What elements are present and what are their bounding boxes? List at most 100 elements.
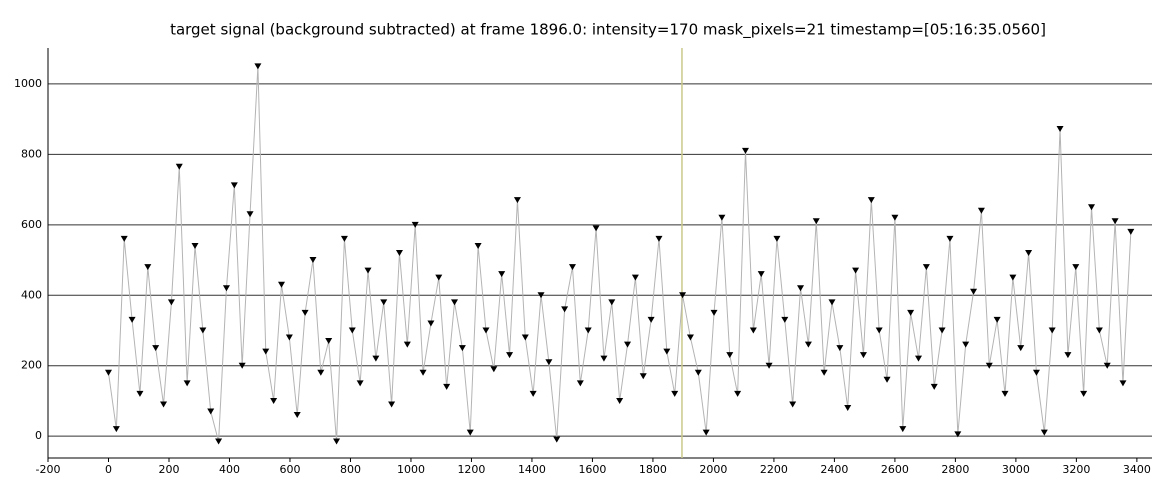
data-point [1064, 352, 1072, 359]
x-tick-label: 0 [105, 463, 112, 476]
data-point [356, 380, 364, 387]
data-point [561, 306, 569, 313]
data-point [238, 362, 246, 369]
data-point [521, 334, 529, 341]
y-tick-label: 200 [21, 359, 42, 372]
data-point [914, 355, 922, 362]
data-point [891, 214, 899, 221]
data-point [647, 316, 655, 323]
data-point [639, 373, 647, 380]
x-tick-label: 200 [158, 463, 179, 476]
x-tick-label: 1400 [518, 463, 546, 476]
data-point [458, 345, 466, 352]
data-point [608, 299, 616, 306]
data-point [859, 352, 867, 359]
data-point [285, 334, 293, 341]
data-point [529, 390, 537, 397]
data-point [1025, 250, 1033, 256]
data-point [183, 380, 191, 387]
data-point [333, 438, 341, 445]
y-tick-label: 1000 [14, 77, 42, 90]
data-point [513, 197, 521, 204]
data-point [435, 274, 443, 281]
data-point [741, 147, 749, 154]
data-point [136, 390, 144, 397]
data-point [498, 271, 506, 278]
data-point [1040, 429, 1048, 436]
data-point [875, 327, 883, 334]
data-point [262, 348, 270, 355]
data-point [985, 362, 993, 369]
data-point [655, 235, 663, 242]
data-point [844, 404, 852, 411]
data-point [466, 429, 474, 436]
x-tick-label: 400 [219, 463, 240, 476]
data-point [175, 163, 183, 170]
data-point [773, 235, 781, 242]
data-point [922, 264, 930, 271]
data-point [278, 281, 286, 288]
data-point [1088, 204, 1096, 211]
data-point [506, 352, 514, 359]
data-point [443, 383, 451, 390]
data-point [1056, 126, 1064, 133]
data-point [1009, 274, 1017, 281]
data-point [191, 242, 199, 249]
x-tick-label: 1200 [457, 463, 485, 476]
data-point [348, 327, 356, 334]
data-point [112, 426, 120, 433]
data-point [970, 288, 978, 295]
data-point [451, 299, 459, 306]
x-tick-label: 2600 [881, 463, 909, 476]
data-point [215, 438, 223, 445]
x-tick-label: -200 [36, 463, 61, 476]
data-point [789, 401, 797, 408]
x-tick-label: 3400 [1123, 463, 1151, 476]
data-point [765, 362, 773, 369]
data-point [411, 221, 419, 228]
data-point [797, 285, 805, 292]
data-point [160, 401, 168, 408]
data-point [734, 390, 742, 397]
data-point [1072, 264, 1080, 271]
data-point [1127, 228, 1135, 235]
y-tick-label: 600 [21, 218, 42, 231]
data-point [686, 334, 694, 341]
data-point [372, 355, 380, 362]
data-point [1095, 327, 1103, 334]
data-point [616, 397, 624, 404]
data-point [403, 341, 411, 348]
signal-line [107, 66, 1132, 442]
data-point [380, 299, 388, 306]
chart-title: target signal (background subtracted) at… [170, 21, 1046, 40]
data-point [270, 397, 278, 404]
data-point [1017, 345, 1025, 352]
data-point [1080, 390, 1088, 397]
data-point [781, 316, 789, 323]
data-point [1001, 390, 1009, 397]
data-point [1119, 380, 1127, 387]
data-point [199, 327, 207, 334]
data-point [812, 218, 820, 225]
x-tick-label: 600 [279, 463, 300, 476]
data-point [128, 316, 136, 323]
data-point [230, 182, 238, 189]
data-point [694, 369, 702, 376]
data-point [631, 274, 639, 281]
data-point [207, 408, 215, 415]
data-point [946, 235, 954, 242]
data-point [1103, 362, 1111, 369]
data-point [836, 345, 844, 352]
data-point [167, 299, 175, 306]
data-point [993, 316, 1001, 323]
data-point [977, 207, 985, 214]
x-tick-label: 2000 [699, 463, 727, 476]
data-point [584, 327, 592, 334]
y-tick-label: 800 [21, 147, 42, 160]
data-point [1111, 218, 1119, 225]
data-point [301, 309, 309, 316]
data-point [482, 327, 490, 334]
data-point [1048, 327, 1056, 334]
data-point [340, 235, 348, 242]
